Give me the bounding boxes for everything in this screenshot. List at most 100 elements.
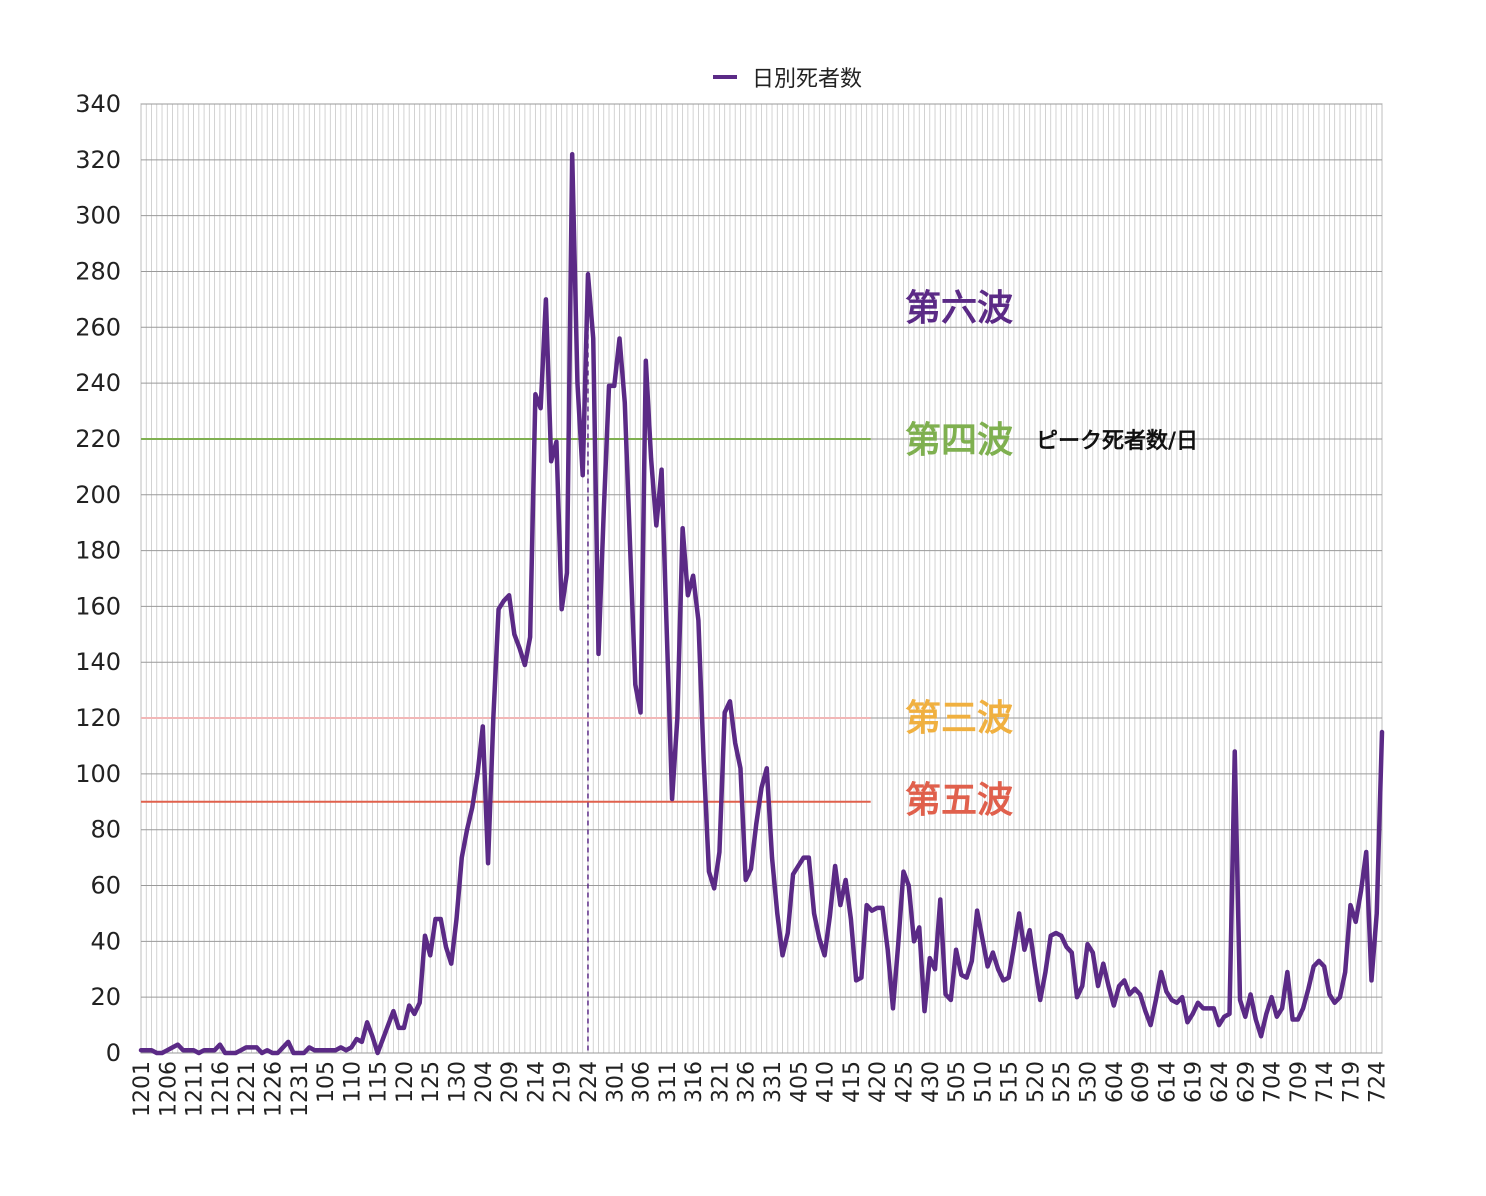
data-point bbox=[959, 973, 963, 977]
data-point bbox=[523, 663, 527, 667]
data-point bbox=[1164, 989, 1168, 994]
data-point bbox=[376, 1051, 380, 1055]
data-point bbox=[297, 1051, 301, 1055]
data-point bbox=[828, 914, 832, 918]
data-point bbox=[844, 878, 848, 882]
data-point bbox=[344, 1048, 348, 1052]
data-point bbox=[1359, 889, 1363, 893]
data-point bbox=[249, 1045, 254, 1050]
data-point bbox=[770, 856, 774, 860]
data-point bbox=[717, 850, 722, 854]
data-point bbox=[418, 1001, 422, 1005]
data-point bbox=[1033, 964, 1037, 969]
data-point bbox=[1191, 1012, 1195, 1016]
x-tick-label: 530 bbox=[1077, 1061, 1102, 1103]
data-point bbox=[1017, 911, 1021, 916]
data-point bbox=[544, 297, 548, 301]
x-tick-label: 609 bbox=[1129, 1061, 1154, 1103]
data-point bbox=[1243, 1015, 1247, 1019]
data-point bbox=[1227, 1012, 1232, 1016]
data-point bbox=[144, 1048, 148, 1052]
data-point bbox=[633, 682, 637, 687]
data-point bbox=[333, 1048, 338, 1052]
data-point bbox=[439, 917, 443, 921]
y-tick-label: 240 bbox=[75, 369, 121, 397]
data-point bbox=[1170, 998, 1174, 1002]
data-point bbox=[612, 384, 616, 388]
legend-label: 日別死者数 bbox=[752, 67, 862, 92]
data-point bbox=[1238, 998, 1242, 1002]
data-point bbox=[312, 1048, 317, 1052]
data-point bbox=[1143, 1009, 1147, 1013]
data-point bbox=[1369, 978, 1374, 983]
x-tick-label: 130 bbox=[446, 1061, 471, 1103]
data-point bbox=[139, 1048, 143, 1052]
data-point bbox=[170, 1045, 175, 1050]
data-point bbox=[1001, 978, 1005, 983]
data-point bbox=[670, 797, 674, 801]
x-tick-label: 505 bbox=[945, 1061, 970, 1103]
x-tick-label: 306 bbox=[630, 1061, 655, 1103]
y-tick-label: 80 bbox=[90, 816, 121, 844]
data-point bbox=[1364, 850, 1368, 854]
data-point bbox=[1059, 934, 1063, 938]
data-point bbox=[502, 599, 506, 603]
data-point bbox=[986, 964, 990, 969]
data-point bbox=[1064, 945, 1069, 949]
data-point bbox=[1043, 970, 1048, 974]
data-point bbox=[302, 1051, 306, 1055]
data-point bbox=[428, 953, 432, 957]
data-point bbox=[738, 766, 743, 770]
data-point bbox=[454, 917, 459, 921]
data-point bbox=[644, 359, 648, 363]
data-point bbox=[786, 931, 790, 935]
data-point bbox=[1354, 920, 1358, 924]
data-point bbox=[675, 716, 679, 720]
data-point bbox=[596, 652, 601, 656]
series-layer bbox=[138, 151, 1385, 1056]
data-point bbox=[1264, 1012, 1268, 1016]
data-point bbox=[649, 456, 653, 461]
data-point bbox=[449, 962, 453, 966]
data-point bbox=[355, 1037, 359, 1041]
data-point bbox=[460, 856, 464, 860]
x-tick-label: 410 bbox=[814, 1061, 839, 1103]
y-tick-label: 200 bbox=[75, 481, 121, 509]
y-tick-label: 340 bbox=[75, 90, 121, 118]
data-point bbox=[744, 878, 748, 882]
data-point bbox=[475, 772, 480, 776]
x-tick-label: 311 bbox=[656, 1061, 681, 1103]
x-tick-label: 1231 bbox=[288, 1061, 313, 1117]
data-point bbox=[754, 822, 758, 826]
data-point bbox=[628, 543, 632, 547]
data-point bbox=[407, 1003, 411, 1008]
x-tick-label: 209 bbox=[498, 1061, 523, 1103]
data-point bbox=[707, 869, 711, 874]
data-point bbox=[191, 1048, 196, 1052]
data-point bbox=[565, 571, 569, 575]
data-point bbox=[381, 1037, 385, 1041]
x-tick-label: 420 bbox=[866, 1061, 891, 1103]
data-point bbox=[360, 1040, 364, 1044]
data-point bbox=[780, 953, 785, 957]
data-point bbox=[1254, 1017, 1258, 1022]
y-tick-label: 160 bbox=[75, 592, 121, 620]
data-point bbox=[281, 1045, 285, 1050]
data-point bbox=[481, 724, 485, 729]
y-tick-label: 120 bbox=[75, 704, 121, 732]
data-point bbox=[239, 1048, 243, 1052]
data-point bbox=[444, 945, 448, 949]
data-point bbox=[1312, 964, 1316, 969]
data-point bbox=[1096, 984, 1100, 988]
data-point bbox=[213, 1048, 217, 1052]
x-tick-label: 709 bbox=[1287, 1061, 1312, 1103]
data-point bbox=[1133, 987, 1137, 991]
data-point bbox=[638, 710, 643, 715]
data-point bbox=[1259, 1034, 1263, 1038]
data-point bbox=[181, 1048, 185, 1052]
data-point bbox=[896, 942, 900, 946]
data-point bbox=[1375, 911, 1379, 916]
data-point bbox=[1091, 950, 1095, 955]
x-tick-label: 1201 bbox=[130, 1061, 155, 1117]
